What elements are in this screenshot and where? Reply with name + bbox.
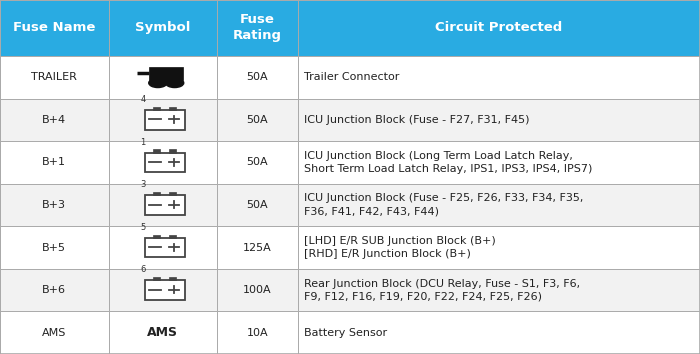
Bar [169, 149, 176, 153]
Bar [144, 195, 185, 215]
Bar [0, 141, 108, 184]
Bar [144, 238, 185, 257]
Bar [153, 107, 160, 110]
Bar [0, 269, 108, 312]
Bar [153, 234, 160, 238]
Text: B+3: B+3 [42, 200, 66, 210]
Bar [217, 56, 298, 98]
Bar [217, 184, 298, 226]
Bar [0, 226, 108, 269]
Bar [217, 0, 298, 56]
Text: 50A: 50A [246, 200, 268, 210]
Text: TRAILER: TRAILER [32, 72, 77, 82]
Text: B+5: B+5 [42, 242, 66, 252]
Text: 50A: 50A [246, 72, 268, 82]
Text: Battery Sensor: Battery Sensor [304, 328, 388, 338]
Text: 6: 6 [140, 265, 146, 274]
Bar [0, 98, 108, 141]
Text: 3: 3 [140, 180, 146, 189]
Bar [298, 56, 700, 98]
Text: Trailer Connector: Trailer Connector [304, 72, 400, 82]
Bar [108, 184, 217, 226]
Text: 100A: 100A [243, 285, 272, 295]
Bar [0, 0, 108, 56]
Text: B+1: B+1 [42, 158, 66, 167]
Bar [108, 56, 217, 98]
Text: B+4: B+4 [42, 115, 66, 125]
Text: ICU Junction Block (Fuse - F25, F26, F33, F34, F35,
F36, F41, F42, F43, F44): ICU Junction Block (Fuse - F25, F26, F33… [304, 193, 584, 217]
Bar [298, 0, 700, 56]
Bar [0, 56, 108, 98]
Bar [153, 192, 160, 195]
Bar [108, 312, 217, 354]
Text: 50A: 50A [246, 115, 268, 125]
Text: AMS: AMS [147, 326, 178, 339]
Bar [217, 98, 298, 141]
Bar [169, 192, 176, 195]
Bar [169, 107, 176, 110]
Circle shape [166, 78, 183, 87]
Text: [LHD] E/R SUB Junction Block (B+)
[RHD] E/R Junction Block (B+): [LHD] E/R SUB Junction Block (B+) [RHD] … [304, 236, 496, 259]
Text: AMS: AMS [42, 328, 66, 338]
Bar [153, 149, 160, 153]
Text: B+6: B+6 [42, 285, 66, 295]
Text: 5: 5 [140, 223, 146, 232]
Text: ICU Junction Block (Fuse - F27, F31, F45): ICU Junction Block (Fuse - F27, F31, F45… [304, 115, 530, 125]
Text: Rear Junction Block (DCU Relay, Fuse - S1, F3, F6,
F9, F12, F16, F19, F20, F22, : Rear Junction Block (DCU Relay, Fuse - S… [304, 279, 580, 302]
Text: 125A: 125A [243, 242, 272, 252]
Text: 4: 4 [140, 95, 146, 104]
Bar [298, 269, 700, 312]
Bar [0, 184, 108, 226]
Bar [0, 312, 108, 354]
Text: Fuse Name: Fuse Name [13, 22, 95, 34]
Bar [217, 226, 298, 269]
Bar [108, 0, 217, 56]
Bar [108, 98, 217, 141]
Bar [298, 226, 700, 269]
Bar [298, 312, 700, 354]
Bar [108, 141, 217, 184]
Bar [144, 153, 185, 172]
Bar [298, 184, 700, 226]
Bar [153, 277, 160, 280]
Bar [217, 141, 298, 184]
Text: 10A: 10A [246, 328, 268, 338]
Text: 50A: 50A [246, 158, 268, 167]
Bar [108, 226, 217, 269]
Text: 1: 1 [140, 137, 146, 147]
Text: Fuse
Rating: Fuse Rating [232, 13, 281, 42]
Circle shape [148, 78, 167, 87]
Bar [169, 234, 176, 238]
Bar [144, 110, 185, 130]
Text: Circuit Protected: Circuit Protected [435, 22, 562, 34]
Bar [298, 98, 700, 141]
Bar [217, 312, 298, 354]
Bar [144, 280, 185, 300]
Bar [298, 141, 700, 184]
Text: Symbol: Symbol [135, 22, 190, 34]
Bar [108, 269, 217, 312]
Bar [150, 67, 183, 80]
Bar [217, 269, 298, 312]
Text: ICU Junction Block (Long Term Load Latch Relay,
Short Term Load Latch Relay, IPS: ICU Junction Block (Long Term Load Latch… [304, 151, 593, 174]
Bar [169, 277, 176, 280]
